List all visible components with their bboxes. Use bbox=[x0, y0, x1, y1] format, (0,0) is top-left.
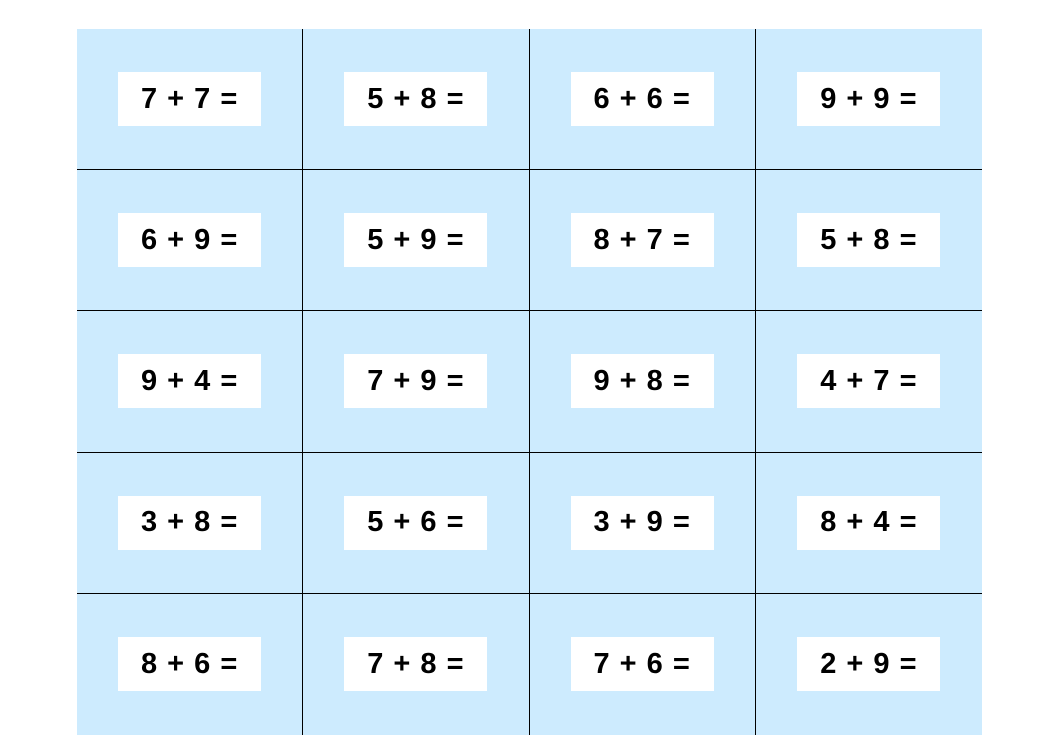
problem-cell: 2 + 9 = bbox=[756, 594, 982, 735]
problem-cell: 4 + 7 = bbox=[755, 311, 982, 453]
problem-cell: 5 + 9 = bbox=[303, 170, 530, 312]
problem-cell: 8 + 6 = bbox=[77, 593, 304, 735]
problem-cell: 7 + 6 = bbox=[530, 593, 756, 735]
problem-cell: 5 + 6 = bbox=[303, 452, 530, 594]
problem-text: 7 + 7 = bbox=[118, 72, 262, 127]
problem-text: 7 + 9 = bbox=[344, 354, 488, 409]
problem-cell: 5 + 8 = bbox=[755, 170, 982, 312]
problem-text: 6 + 9 = bbox=[118, 213, 262, 268]
problem-cell: 5 + 8 = bbox=[303, 29, 530, 171]
problem-text: 7 + 8 = bbox=[344, 637, 488, 692]
problem-text: 9 + 4 = bbox=[118, 354, 262, 409]
problem-cell: 8 + 4 = bbox=[755, 453, 982, 594]
problem-text: 5 + 8 = bbox=[344, 72, 488, 127]
problem-text: 3 + 8 = bbox=[118, 495, 262, 550]
problem-text: 7 + 6 = bbox=[570, 637, 714, 692]
problem-cell: 3 + 8 = bbox=[77, 452, 304, 594]
problem-text: 5 + 6 = bbox=[344, 495, 488, 550]
problem-cell: 6 + 9 = bbox=[77, 170, 304, 312]
problem-text: 2 + 9 = bbox=[797, 637, 941, 692]
problem-text: 8 + 7 = bbox=[570, 213, 714, 268]
problem-text: 9 + 9 = bbox=[797, 72, 941, 127]
addition-worksheet-grid: 7 + 7 = 5 + 8 = 6 + 6 = 9 + 9 = 6 + 9 = 5 + 9… bbox=[77, 29, 982, 735]
problem-cell: 7 + 9 = bbox=[303, 311, 530, 453]
problem-text: 5 + 9 = bbox=[344, 213, 488, 268]
problem-text: 8 + 4 = bbox=[797, 495, 941, 550]
problem-text: 3 + 9 = bbox=[570, 495, 714, 550]
problem-cell: 9 + 9 = bbox=[755, 29, 982, 171]
problem-text: 4 + 7 = bbox=[797, 354, 941, 409]
problem-cell: 7 + 7 = bbox=[77, 29, 304, 171]
problem-cell: 3 + 9 = bbox=[529, 452, 756, 594]
problem-cell: 7 + 8 = bbox=[303, 593, 530, 735]
problem-text: 9 + 8 = bbox=[570, 354, 714, 409]
problem-text: 8 + 6 = bbox=[118, 637, 262, 692]
problem-text: 6 + 6 = bbox=[570, 72, 714, 127]
problem-text: 5 + 8 = bbox=[797, 213, 941, 268]
problem-cell: 9 + 8 = bbox=[529, 311, 756, 453]
problem-cell: 6 + 6 = bbox=[529, 29, 756, 171]
problem-cell: 9 + 4 = bbox=[77, 311, 304, 453]
problem-cell: 8 + 7 = bbox=[529, 170, 756, 312]
